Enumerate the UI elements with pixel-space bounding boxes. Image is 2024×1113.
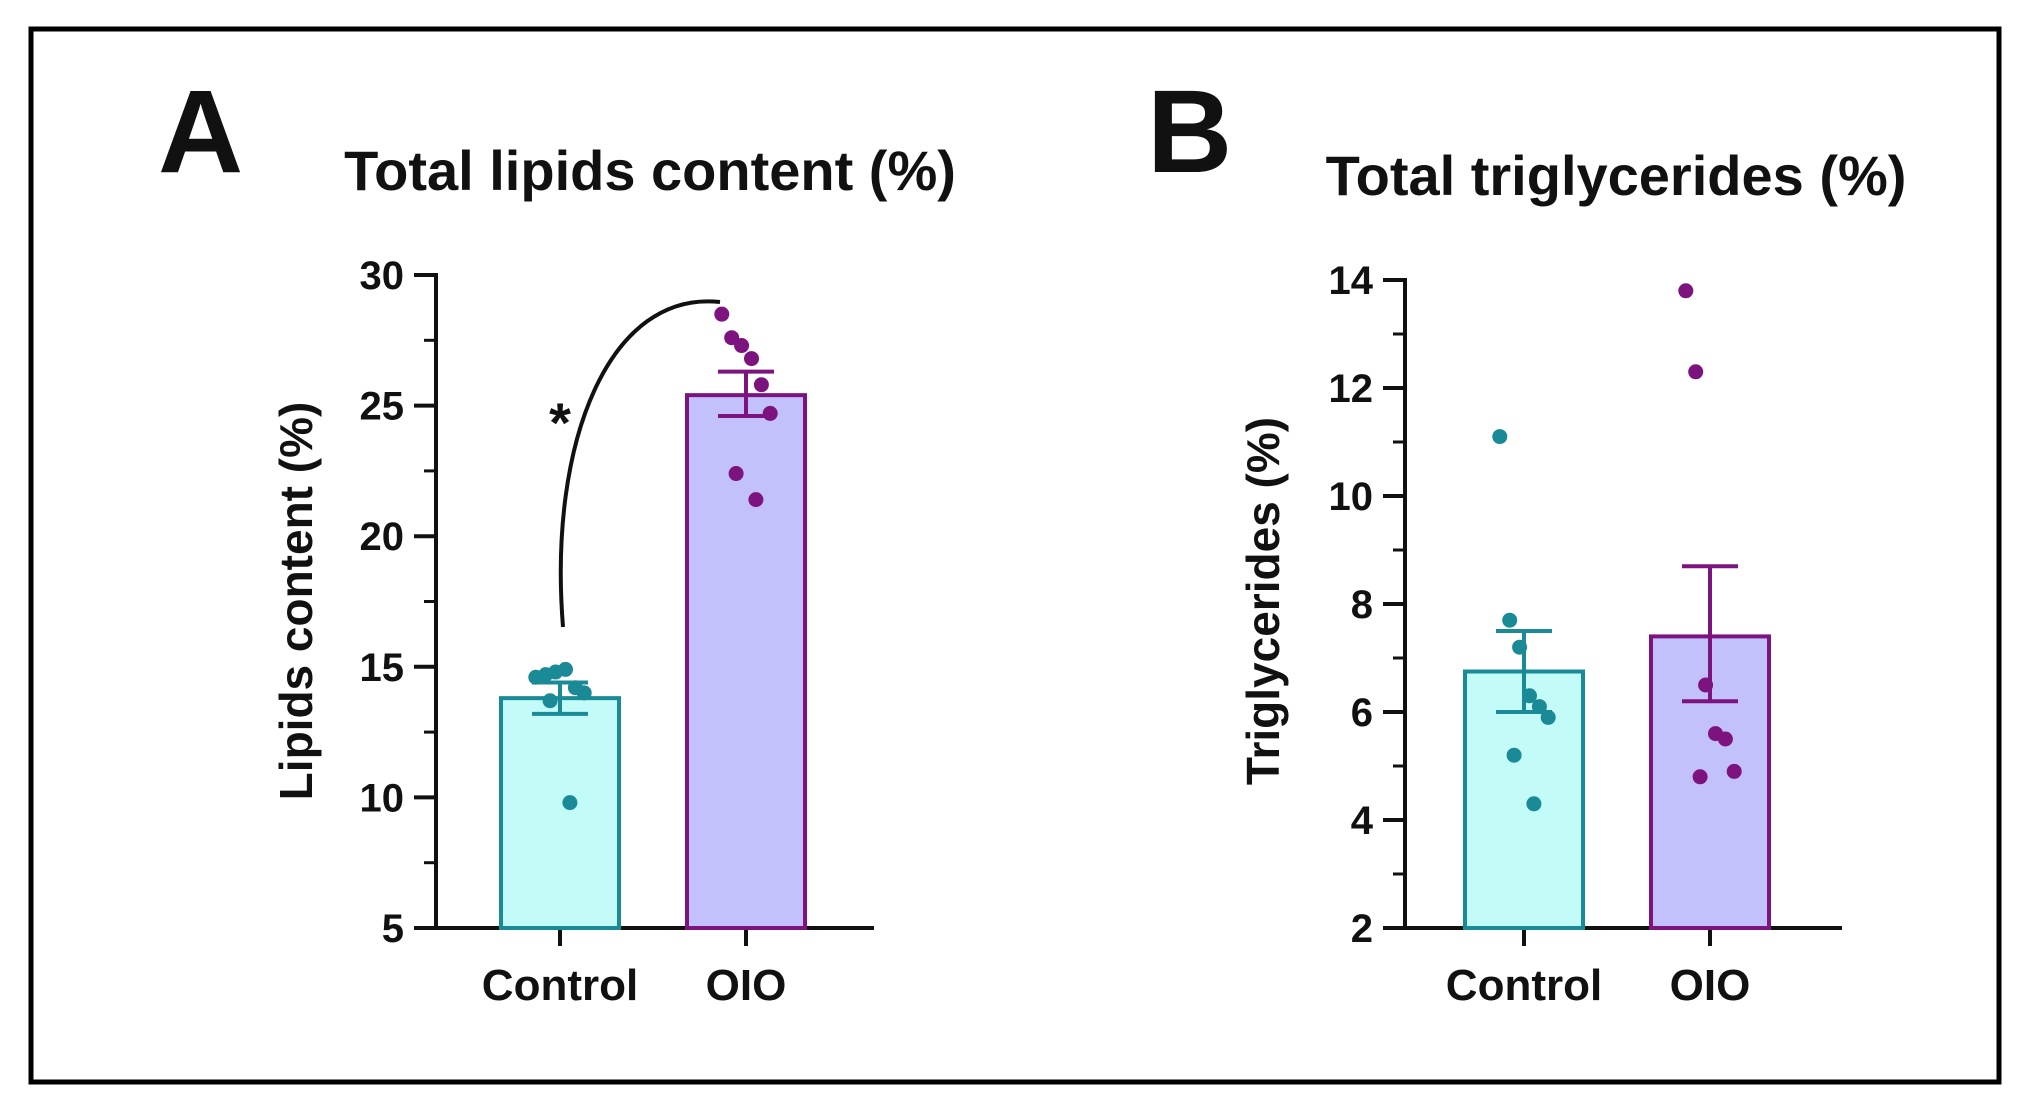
y-tick-label: 10 xyxy=(1329,475,1374,519)
y-tick-label: 25 xyxy=(360,385,405,429)
data-point xyxy=(1526,796,1542,812)
axes-b: 2 4 6 8 10 12 14 Control OIO xyxy=(1329,259,1842,1010)
y-tick-label: 15 xyxy=(360,646,405,690)
data-point xyxy=(1540,709,1556,725)
data-point xyxy=(1492,429,1508,445)
data-point xyxy=(1502,612,1518,628)
data-point xyxy=(1506,747,1522,763)
bars-a xyxy=(499,369,807,931)
data-point xyxy=(728,466,744,482)
data-point xyxy=(762,405,778,421)
data-point xyxy=(1692,769,1708,785)
x-tick-label: Control xyxy=(482,961,638,1010)
data-point xyxy=(748,492,764,508)
data-point xyxy=(542,693,558,709)
significance-a: * xyxy=(549,299,721,628)
y-tick-label: 2 xyxy=(1351,907,1373,951)
panel-label-a: A xyxy=(158,66,243,198)
points-b xyxy=(1492,283,1742,812)
y-tick-label: 5 xyxy=(382,907,404,951)
x-tick-label: OIO xyxy=(1670,961,1751,1010)
axes-a: 5 10 15 20 25 30 Control OIO xyxy=(360,254,874,1010)
y-tick-label: 20 xyxy=(360,515,405,559)
data-point xyxy=(576,685,592,701)
y-axis-title-a: Lipids content (%) xyxy=(270,402,322,801)
data-point xyxy=(714,306,730,322)
bar-control xyxy=(499,696,621,930)
y-tick-label: 30 xyxy=(360,254,405,298)
bar-oio xyxy=(685,393,807,931)
y-tick-label: 12 xyxy=(1329,367,1374,411)
data-point xyxy=(562,795,578,811)
data-point xyxy=(734,338,750,354)
x-tick-label: Control xyxy=(1446,961,1602,1010)
data-point xyxy=(558,661,573,677)
significance-bracket xyxy=(558,299,721,628)
y-tick-label: 10 xyxy=(360,776,405,820)
points-a xyxy=(528,306,778,811)
data-point xyxy=(1688,364,1704,380)
significance-star: * xyxy=(549,391,571,454)
data-point xyxy=(744,351,759,367)
data-point xyxy=(753,377,769,393)
data-point xyxy=(1531,699,1547,715)
y-tick-label: 14 xyxy=(1329,259,1374,303)
panel-label-b: B xyxy=(1147,66,1232,198)
data-point xyxy=(1717,731,1733,747)
bar-control xyxy=(1463,669,1585,930)
panel-title-b: Total triglycerides (%) xyxy=(1326,144,1907,207)
data-point xyxy=(1522,688,1537,704)
data-point xyxy=(1726,763,1742,779)
y-tick-label: 6 xyxy=(1351,691,1373,735)
panel-a: A Total lipids content (%) Lipids conten… xyxy=(158,66,956,1010)
y-axis-title-b: Triglycerides (%) xyxy=(1237,417,1289,785)
panel-title-a: Total lipids content (%) xyxy=(344,139,956,202)
bars-b xyxy=(1463,564,1771,931)
panel-b: B Total triglycerides (%) Triglycerides … xyxy=(1147,66,1906,1010)
data-point xyxy=(1698,677,1714,693)
data-point xyxy=(1678,283,1694,299)
data-point xyxy=(1512,639,1528,655)
y-tick-label: 4 xyxy=(1351,799,1374,843)
y-tick-label: 8 xyxy=(1351,583,1373,627)
x-tick-label: OIO xyxy=(706,961,787,1010)
